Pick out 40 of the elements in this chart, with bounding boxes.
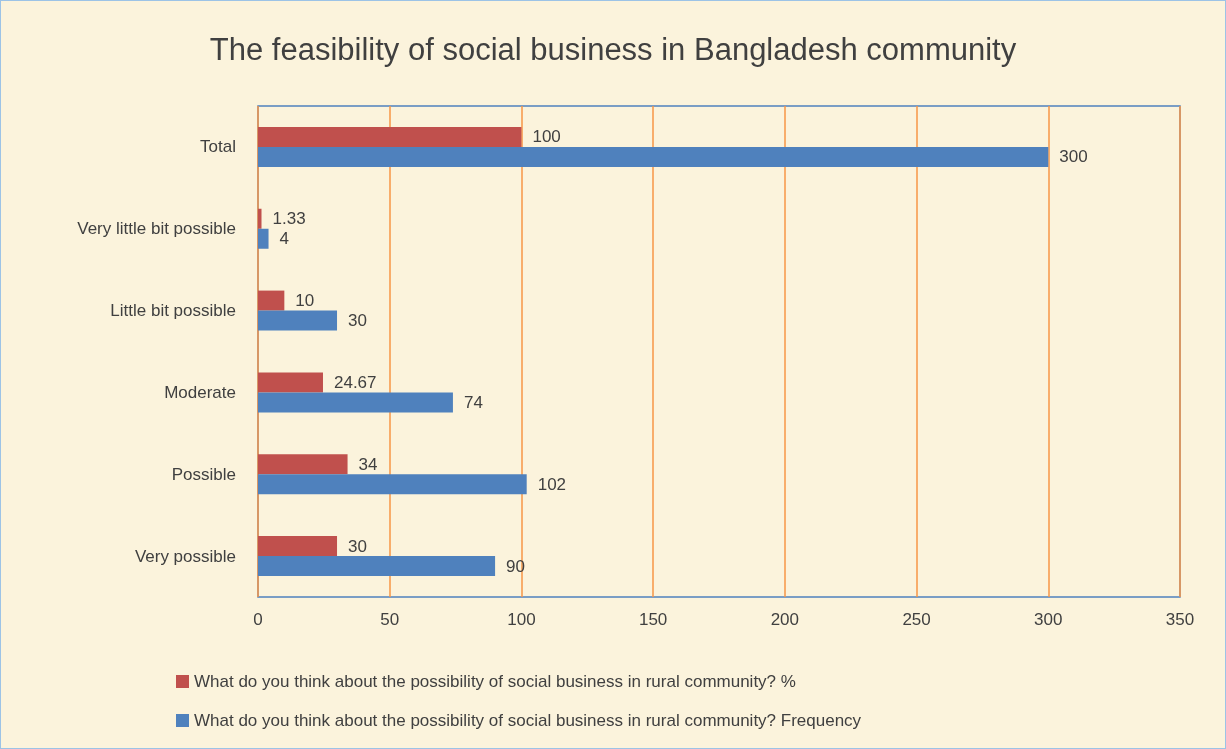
bar [258,208,262,229]
y-tick-label: Very possible [134,546,236,566]
bar [258,474,527,495]
bar [258,146,1049,167]
data-label: 300 [1059,147,1088,167]
x-tick-label: 200 [770,610,800,629]
bar [258,454,348,475]
bar [258,290,285,311]
data-label: 74 [463,392,483,412]
data-label: 30 [348,311,367,331]
x-tick-label: 300 [1034,610,1063,629]
x-tick-label: 100 [507,610,536,629]
x-tick-label: 250 [902,610,931,629]
x-tick-label: 350 [1165,610,1195,629]
data-label: 10 [295,291,315,311]
bar [258,372,323,393]
bar [258,392,453,413]
data-label: 24.67 [333,372,377,392]
y-tick-label: Possible [171,464,236,484]
data-label: 4 [279,229,290,249]
y-tick-label: Very little bit possible [77,219,236,239]
legend-label: What do you think about the possibility of social business in rural community? Frequency [194,711,862,730]
x-tick-label: 0 [253,610,263,629]
data-label: 34 [358,454,378,474]
data-label: 1.33 [272,209,306,229]
data-label: 100 [532,127,561,147]
bar [258,228,269,249]
data-label: 102 [537,474,567,494]
bar [258,126,522,147]
legend-label: What do you think about the possibility of social business in rural community? % [194,672,796,691]
y-tick-label: Little bit possible [110,301,236,321]
y-tick-label: Total [200,137,236,157]
bar [258,310,338,331]
x-tick-label: 50 [380,610,400,629]
bar [258,556,496,577]
chart-title: The feasibility of social business in Bangladesh community [209,32,1017,67]
data-label: 30 [348,536,367,556]
y-tick-label: Moderate [164,382,236,402]
x-tick-label: 150 [638,610,668,629]
bar [258,536,338,557]
